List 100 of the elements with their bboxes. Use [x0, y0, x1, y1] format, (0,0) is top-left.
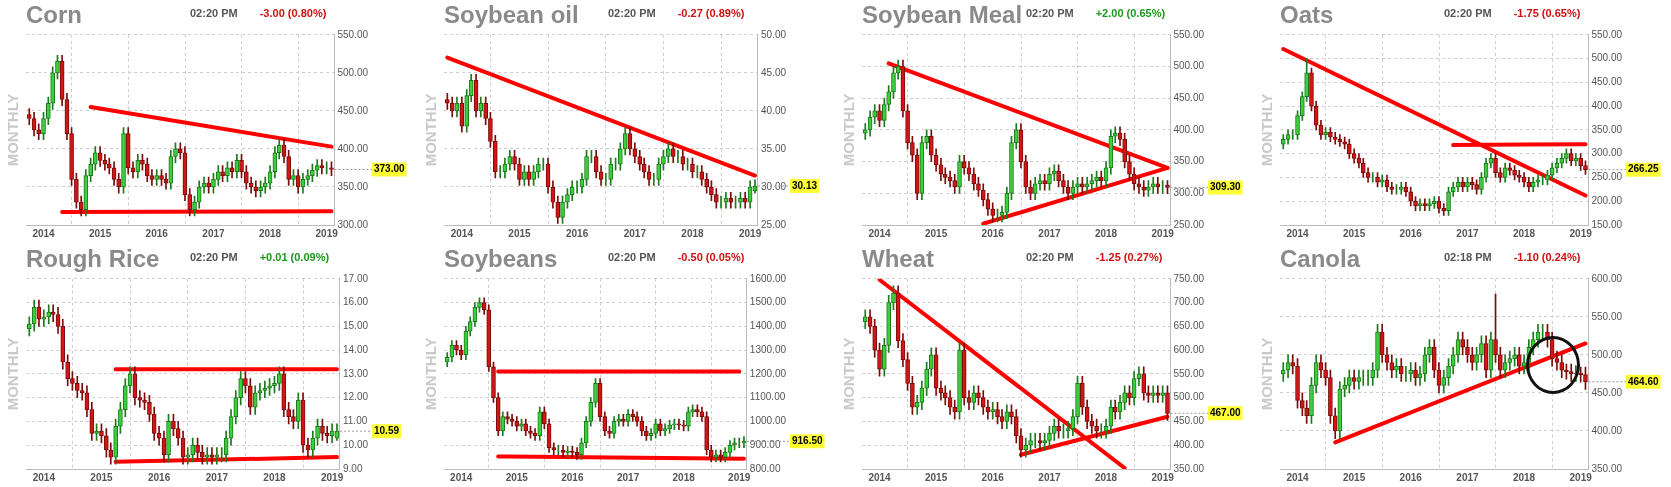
annotation: 464.60 [1628, 375, 1660, 387]
y-tick-label: 15.00 [342, 320, 369, 332]
text: 02:20 PM [190, 7, 238, 20]
x-tick-label: 2014 [32, 471, 56, 483]
annotation: 467.00 [1210, 407, 1242, 419]
y-tick-label: 650.00 [1173, 320, 1205, 332]
y-tick-label: 500.00 [337, 66, 369, 78]
x-tick-label: 2018 [681, 227, 705, 239]
y-tick-label: 350.00 [1173, 155, 1205, 167]
x-tick-label: 2017 [616, 471, 640, 483]
annotation: 309.30 [1210, 181, 1242, 193]
x-tick-label: 2018 [263, 471, 287, 483]
y-tick-label: 25.00 [760, 218, 787, 230]
chart-title: Oats [1280, 1, 1334, 29]
chart-title: Wheat [862, 245, 935, 273]
x-tick-label: 2014 [868, 471, 892, 483]
y-tick-label: 1000.00 [749, 415, 787, 427]
x-tick-label: 2015 [1342, 471, 1366, 483]
y-tick-label: 600.00 [1173, 343, 1205, 355]
x-tick-label: 2019 [728, 471, 751, 483]
y-tick-label: 400.00 [1173, 438, 1205, 450]
chart-title: Canola [1280, 245, 1361, 273]
x-tick-label: 2016 [561, 471, 584, 483]
text: 02:20 PM [608, 7, 656, 20]
x-tick-label: 2014 [32, 227, 56, 239]
y-tick-label: 350.00 [1591, 123, 1623, 135]
text: +2.00 (0.65%) [1095, 7, 1166, 20]
y-tick-label: 450.00 [1173, 91, 1205, 103]
y-tick-label: 400.00 [1591, 99, 1623, 111]
chart-title: Rough Rice [26, 245, 160, 273]
x-tick-label: 2019 [320, 471, 344, 483]
y-tick-label: 550.00 [1173, 367, 1205, 379]
x-tick-label: 2014 [450, 471, 473, 483]
y-tick-label: 16.00 [342, 296, 369, 308]
y-tick-label: 450.00 [337, 104, 369, 116]
text: +0.01 (0.09%) [259, 251, 330, 264]
x-tick-label: 2015 [508, 227, 532, 239]
y-tick-label: 12.00 [342, 391, 369, 403]
y-tick-label: 35.00 [760, 142, 787, 154]
x-tick-label: 2017 [1038, 471, 1062, 483]
y-tick-label: 750.00 [1173, 272, 1205, 284]
y-tick-label: 1400.00 [749, 320, 787, 332]
x-tick-label: 2015 [1342, 227, 1366, 239]
x-tick-label: 2016 [1399, 471, 1423, 483]
y-tick-label: 1500.00 [749, 296, 787, 308]
x-tick-label: 2017 [623, 227, 647, 239]
y-tick-label: 550.00 [1591, 28, 1623, 40]
x-tick-label: 2019 [1569, 471, 1593, 483]
y-tick-label: 400.00 [1591, 424, 1623, 436]
x-tick-label: 2017 [202, 227, 226, 239]
y-tick-label: 300.00 [337, 218, 369, 230]
x-tick-label: 2016 [981, 471, 1005, 483]
y-tick-label: 14.00 [342, 343, 369, 355]
chart-title: Corn [26, 1, 82, 29]
x-tick-label: 2014 [1286, 227, 1310, 239]
chart-title: Soybean oil [444, 1, 579, 29]
y-tick-label: 900.00 [749, 438, 781, 450]
y-tick-label: 10.00 [342, 438, 369, 450]
y-tick-label: 800.00 [749, 462, 781, 474]
y-tick-label: 500.00 [1591, 52, 1623, 64]
text: -0.27 (0.89%) [677, 7, 745, 20]
y-tick-label: 17.00 [342, 272, 369, 284]
text: 02:20 PM [1026, 7, 1074, 20]
y-tick-label: 50.00 [760, 28, 787, 40]
y-tick-label: 13.00 [342, 367, 369, 379]
x-tick-label: 2016 [147, 471, 171, 483]
text: 02:20 PM [190, 251, 238, 264]
text: 02:20 PM [1444, 7, 1492, 20]
x-tick-label: 2015 [924, 471, 948, 483]
y-tick-label: 350.00 [1591, 462, 1623, 474]
text: 02:18 PM [1444, 251, 1492, 264]
x-tick-label: 2019 [1569, 227, 1593, 239]
y-tick-label: 400.00 [337, 142, 369, 154]
y-tick-label: 700.00 [1173, 296, 1205, 308]
text: 02:20 PM [608, 251, 656, 264]
y-tick-label: 550.00 [337, 28, 369, 40]
text: 02:20 PM [1026, 251, 1074, 264]
x-tick-label: 2019 [738, 227, 762, 239]
y-tick-label: 300.00 [1173, 187, 1205, 199]
text: -1.75 (0.65%) [1513, 7, 1581, 20]
y-tick-label: 1100.00 [749, 391, 786, 403]
annotation: 30.13 [792, 179, 818, 191]
x-tick-label: 2017 [1038, 227, 1062, 239]
y-tick-label: 1200.00 [749, 367, 787, 379]
x-tick-label: 2018 [1512, 227, 1536, 239]
chart-title: Soybeans [444, 245, 558, 273]
annotation: 266.25 [1628, 163, 1660, 175]
y-tick-label: 550.00 [1173, 28, 1205, 40]
text: -1.10 (0.24%) [1513, 251, 1581, 264]
annotation: 916.50 [792, 435, 824, 447]
text: -0.50 (0.05%) [677, 251, 745, 264]
x-tick-label: 2019 [315, 227, 339, 239]
x-tick-label: 2018 [258, 227, 282, 239]
y-tick-label: 200.00 [1591, 194, 1623, 206]
x-tick-label: 2016 [981, 227, 1005, 239]
y-tick-label: 9.00 [342, 462, 363, 474]
y-tick-label: 450.00 [1591, 386, 1623, 398]
y-tick-label: 11.00 [342, 415, 368, 427]
x-tick-label: 2014 [1286, 471, 1310, 483]
y-tick-label: 500.00 [1591, 348, 1623, 360]
